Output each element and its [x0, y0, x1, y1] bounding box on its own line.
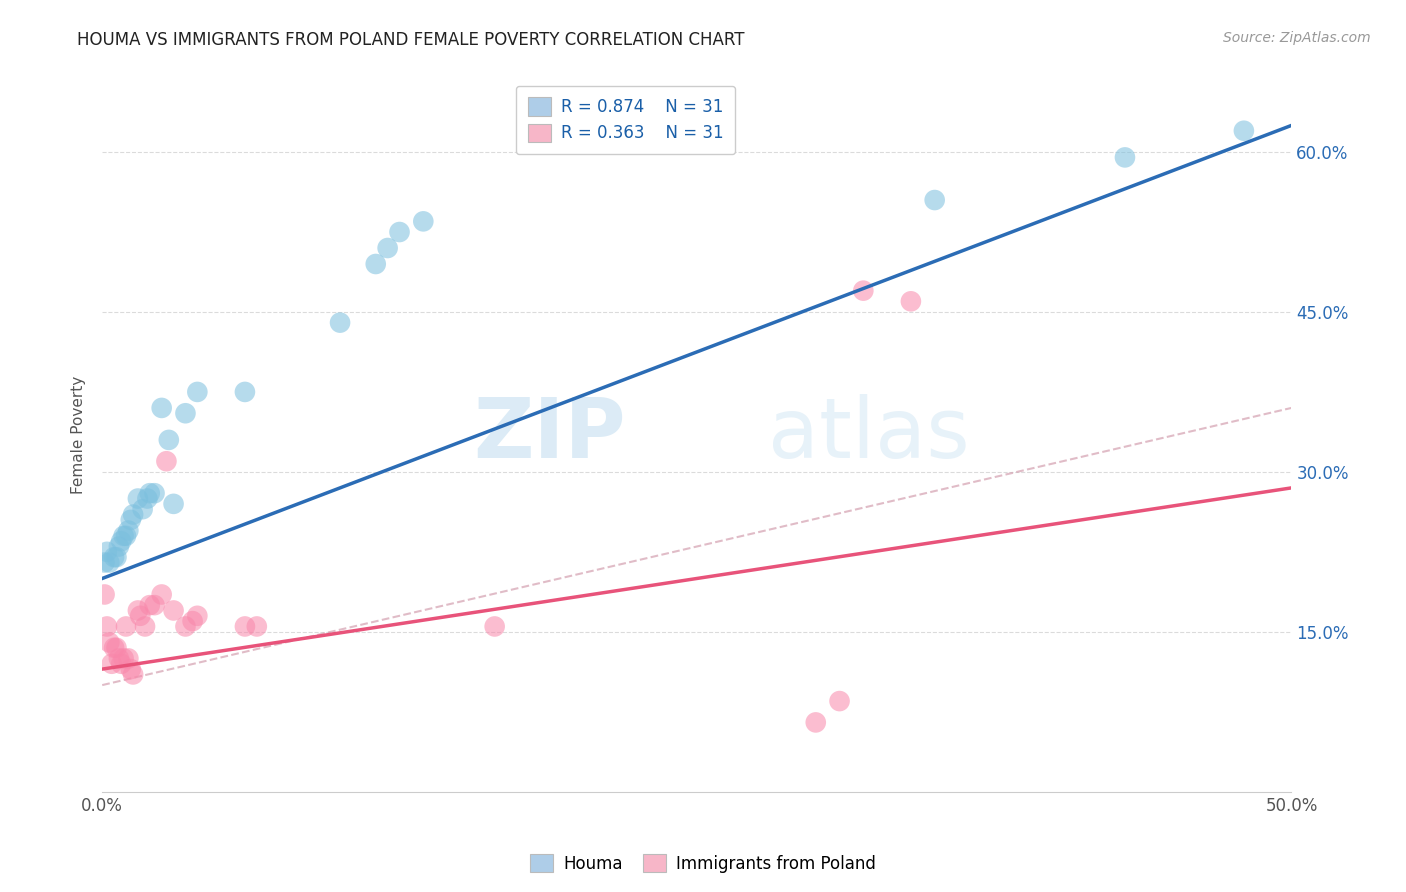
- Text: atlas: atlas: [768, 394, 970, 475]
- Point: [98, 556, 121, 570]
- Point: [246, 619, 269, 633]
- Point: [174, 619, 197, 633]
- Point: [134, 619, 156, 633]
- Point: [174, 406, 197, 420]
- Legend: R = 0.874    N = 31, R = 0.363    N = 31: R = 0.874 N = 31, R = 0.363 N = 31: [516, 86, 735, 154]
- Point: [100, 657, 122, 671]
- Point: [852, 284, 875, 298]
- Point: [233, 384, 256, 399]
- Point: [186, 384, 208, 399]
- Point: [136, 491, 159, 506]
- Point: [115, 619, 138, 633]
- Point: [112, 529, 135, 543]
- Point: [143, 486, 166, 500]
- Point: [122, 508, 145, 522]
- Point: [103, 550, 125, 565]
- Point: [157, 433, 180, 447]
- Point: [186, 608, 208, 623]
- Point: [150, 587, 173, 601]
- Point: [110, 657, 132, 671]
- Point: [828, 694, 851, 708]
- Y-axis label: Female Poverty: Female Poverty: [72, 376, 86, 493]
- Point: [96, 619, 118, 633]
- Point: [96, 545, 118, 559]
- Point: [117, 651, 139, 665]
- Point: [103, 640, 125, 655]
- Point: [110, 534, 132, 549]
- Point: [120, 662, 142, 676]
- Point: [108, 651, 131, 665]
- Legend: Houma, Immigrants from Poland: Houma, Immigrants from Poland: [523, 847, 883, 880]
- Point: [804, 715, 827, 730]
- Point: [120, 513, 142, 527]
- Point: [112, 651, 135, 665]
- Point: [388, 225, 411, 239]
- Point: [329, 316, 352, 330]
- Point: [1114, 150, 1136, 164]
- Point: [139, 598, 162, 612]
- Point: [1233, 124, 1256, 138]
- Point: [117, 524, 139, 538]
- Text: ZIP: ZIP: [472, 394, 626, 475]
- Point: [129, 608, 152, 623]
- Point: [150, 401, 173, 415]
- Point: [105, 550, 128, 565]
- Point: [98, 635, 121, 649]
- Point: [108, 540, 131, 554]
- Point: [122, 667, 145, 681]
- Point: [233, 619, 256, 633]
- Point: [412, 214, 434, 228]
- Point: [93, 587, 115, 601]
- Point: [143, 598, 166, 612]
- Text: HOUMA VS IMMIGRANTS FROM POLAND FEMALE POVERTY CORRELATION CHART: HOUMA VS IMMIGRANTS FROM POLAND FEMALE P…: [77, 31, 745, 49]
- Point: [484, 619, 506, 633]
- Point: [93, 556, 115, 570]
- Point: [181, 614, 204, 628]
- Point: [127, 491, 149, 506]
- Point: [139, 486, 162, 500]
- Point: [115, 529, 138, 543]
- Point: [162, 603, 184, 617]
- Point: [924, 193, 946, 207]
- Point: [131, 502, 153, 516]
- Point: [127, 603, 149, 617]
- Point: [162, 497, 184, 511]
- Point: [155, 454, 177, 468]
- Point: [105, 640, 128, 655]
- Text: Source: ZipAtlas.com: Source: ZipAtlas.com: [1223, 31, 1371, 45]
- Point: [900, 294, 922, 309]
- Point: [364, 257, 387, 271]
- Point: [377, 241, 399, 255]
